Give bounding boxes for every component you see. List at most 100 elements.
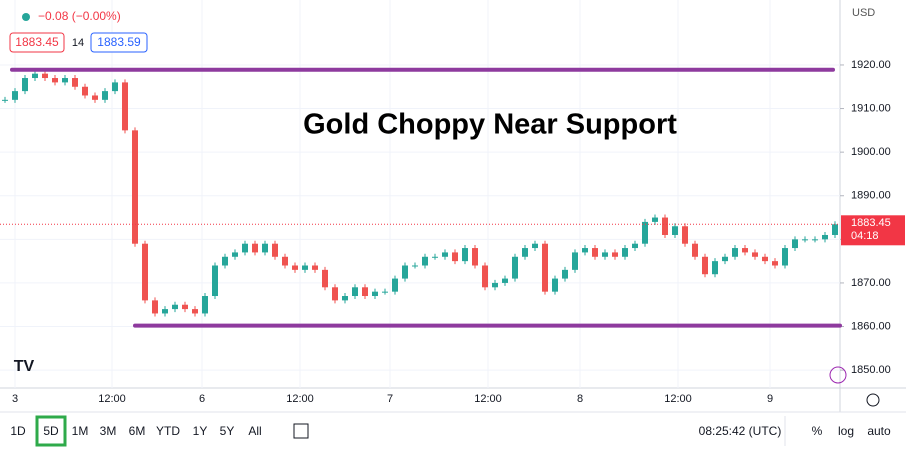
candle xyxy=(402,265,408,279)
range-button[interactable]: 1M xyxy=(72,424,89,438)
candle xyxy=(422,256,428,266)
scale-option[interactable]: log xyxy=(838,424,854,438)
candle xyxy=(172,304,178,310)
candle xyxy=(682,226,688,244)
candle xyxy=(382,291,388,293)
candle xyxy=(532,243,538,249)
candle xyxy=(432,256,438,258)
candle xyxy=(302,265,308,270)
candle xyxy=(2,99,8,101)
candle xyxy=(32,73,38,79)
candle xyxy=(142,243,148,301)
candle xyxy=(632,243,638,249)
candle xyxy=(762,256,768,262)
candle xyxy=(12,91,18,100)
candle xyxy=(792,239,798,249)
candle xyxy=(262,243,268,253)
candle xyxy=(782,248,788,266)
candle xyxy=(812,239,818,241)
compare-icon[interactable] xyxy=(293,423,309,439)
x-tick-label: 8 xyxy=(577,393,583,405)
y-tick-label: 1910.00 xyxy=(851,102,891,114)
candle xyxy=(572,252,578,270)
candle xyxy=(542,243,548,292)
ask: 1883.59 xyxy=(97,35,141,49)
candle xyxy=(312,265,318,270)
candle xyxy=(692,243,698,257)
candle xyxy=(752,252,758,257)
scale-option[interactable]: % xyxy=(812,424,823,438)
candle xyxy=(272,243,278,257)
candle xyxy=(642,221,648,244)
candle xyxy=(502,278,508,283)
candle xyxy=(582,248,588,253)
candle xyxy=(562,269,568,279)
currency[interactable]: USD xyxy=(852,7,875,19)
candle xyxy=(252,243,258,253)
candle xyxy=(672,226,678,235)
status-dot xyxy=(22,13,30,21)
candle xyxy=(282,256,288,266)
candle xyxy=(242,243,248,253)
x-tick-label: 6 xyxy=(199,393,205,405)
y-tick-label: 1890.00 xyxy=(851,190,891,202)
candle xyxy=(62,78,68,83)
candle xyxy=(512,256,518,279)
candle xyxy=(182,304,188,310)
x-tick-label: 12:00 xyxy=(664,393,692,405)
range-button[interactable]: 1Y xyxy=(193,424,208,438)
candle xyxy=(462,248,468,262)
candle xyxy=(132,130,138,244)
candle xyxy=(712,261,718,275)
candle xyxy=(552,278,558,292)
candle xyxy=(162,309,168,314)
candle xyxy=(232,252,238,257)
countdown: 04:18 xyxy=(851,230,879,242)
spread: 14 xyxy=(72,37,84,49)
candle xyxy=(822,234,828,240)
candle xyxy=(192,309,198,314)
candle xyxy=(102,91,108,100)
y-tick-label: 1860.00 xyxy=(851,320,891,332)
scale-option[interactable]: auto xyxy=(867,424,891,438)
logo[interactable]: TV xyxy=(14,358,35,375)
candle xyxy=(452,252,458,262)
candle xyxy=(802,239,808,241)
candle xyxy=(662,217,668,235)
candle xyxy=(202,296,208,314)
x-tick-label: 12:00 xyxy=(286,393,314,405)
candle xyxy=(622,248,628,257)
candle xyxy=(442,252,448,257)
range-button[interactable]: All xyxy=(248,424,261,438)
change: −0.08 (−0.00%) xyxy=(38,9,121,23)
candle xyxy=(372,291,378,297)
last-price-label: 1883.45 xyxy=(851,217,891,229)
candle xyxy=(342,296,348,301)
ask-box xyxy=(90,32,148,53)
candle xyxy=(22,78,28,92)
candle xyxy=(322,269,328,288)
range-button[interactable]: 1D xyxy=(10,424,26,438)
candle xyxy=(72,78,78,87)
x-tick-label: 12:00 xyxy=(474,393,502,405)
candle xyxy=(112,82,118,92)
settings-icon[interactable] xyxy=(866,393,880,407)
x-tick-label: 12:00 xyxy=(98,393,126,405)
range-button[interactable]: 6M xyxy=(129,424,146,438)
candle xyxy=(612,252,618,257)
y-tick-label: 1900.00 xyxy=(851,146,891,158)
range-button[interactable]: 5D xyxy=(43,424,59,438)
event-icon[interactable] xyxy=(829,366,847,384)
range-button[interactable]: YTD xyxy=(156,424,180,438)
range-button[interactable]: 5Y xyxy=(220,424,235,438)
candle xyxy=(592,248,598,257)
x-tick-label: 3 xyxy=(12,393,18,405)
candle xyxy=(122,82,128,131)
range-button[interactable]: 3M xyxy=(100,424,117,438)
candle xyxy=(222,256,228,266)
candle xyxy=(652,217,658,222)
candle xyxy=(832,224,838,235)
candle xyxy=(352,287,358,297)
